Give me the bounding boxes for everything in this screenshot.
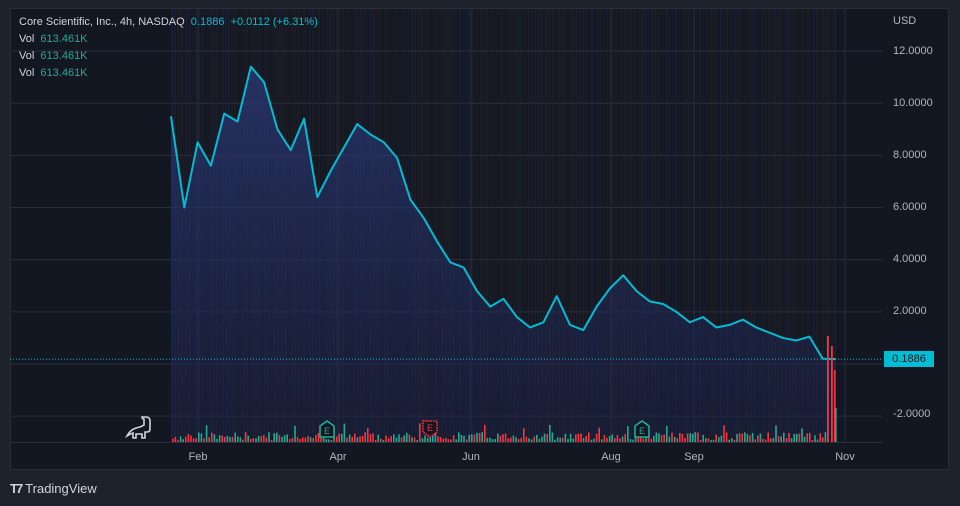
- time-tick: Apr: [329, 451, 347, 463]
- earnings-icon[interactable]: E: [633, 420, 651, 438]
- plot-area[interactable]: [10, 8, 883, 443]
- symbol-row: Core Scientific, Inc., 4h, NASDAQ 0.1886…: [19, 14, 318, 31]
- price-tick: -2.0000: [893, 408, 931, 420]
- svg-text:E: E: [639, 426, 645, 436]
- dinosaur-icon[interactable]: [124, 414, 154, 444]
- time-tick: Nov: [835, 451, 855, 463]
- time-tick: Aug: [601, 451, 621, 463]
- brand-name: TradingView: [25, 481, 97, 496]
- svg-text:E: E: [324, 426, 330, 436]
- time-tick: Jun: [462, 451, 480, 463]
- currency-label: USD: [893, 15, 917, 27]
- price-tick: 2.0000: [893, 305, 927, 317]
- volume-value: 613.461K: [40, 50, 88, 62]
- time-tick: Sep: [684, 451, 704, 463]
- volume-row: Vol 613.461K: [19, 65, 318, 82]
- tradingview-logo-icon: T7: [10, 481, 23, 496]
- price-tick: 10.0000: [893, 97, 933, 109]
- symbol-title: Core Scientific, Inc., 4h, NASDAQ: [19, 16, 185, 28]
- volume-row: Vol 613.461K: [19, 31, 318, 48]
- price-change: +0.0112 (+6.31%): [230, 16, 318, 28]
- price-tick: 8.0000: [893, 149, 927, 161]
- earnings-icon[interactable]: E: [421, 420, 439, 438]
- last-price: 0.1886: [190, 16, 225, 28]
- volume-value: 613.461K: [40, 33, 88, 45]
- volume-label: Vol: [19, 67, 35, 79]
- price-tick: 4.0000: [893, 253, 927, 265]
- tradingview-branding[interactable]: T7 TradingView: [10, 481, 97, 496]
- svg-text:E: E: [427, 423, 433, 433]
- chart-legend: Core Scientific, Inc., 4h, NASDAQ 0.1886…: [19, 14, 318, 82]
- volume-row: Vol 613.461K: [19, 48, 318, 65]
- volume-value: 613.461K: [40, 67, 88, 79]
- earnings-icon[interactable]: E: [318, 420, 336, 438]
- volume-label: Vol: [19, 50, 35, 62]
- current-price-badge: 0.1886: [884, 351, 934, 367]
- price-tick: 6.0000: [893, 201, 927, 213]
- price-tick: 12.0000: [893, 45, 933, 57]
- time-tick: Feb: [188, 451, 208, 463]
- price-chart[interactable]: [10, 8, 883, 443]
- top-strip: [0, 0, 960, 6]
- volume-label: Vol: [19, 33, 35, 45]
